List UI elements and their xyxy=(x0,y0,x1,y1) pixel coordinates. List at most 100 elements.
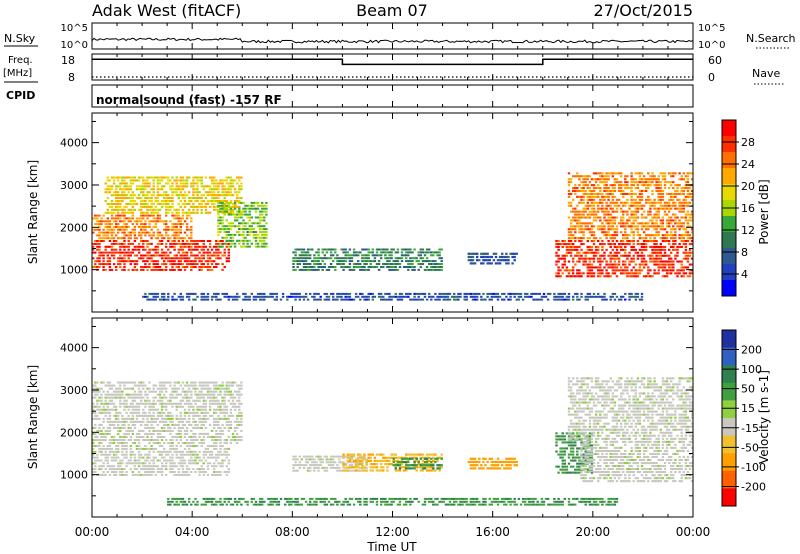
heatmap-cell xyxy=(590,189,594,192)
heatmap-cell xyxy=(142,245,145,248)
heatmap-cell xyxy=(640,228,644,231)
heatmap-cell xyxy=(359,266,362,268)
heatmap-cell xyxy=(119,266,122,268)
heatmap-cell xyxy=(632,240,635,243)
heatmap-cell xyxy=(607,243,610,246)
heatmap-cell xyxy=(133,228,137,231)
heatmap-cell xyxy=(121,237,124,240)
heatmap-cell xyxy=(133,266,137,268)
heatmap-cell xyxy=(225,245,228,248)
heatmap-cell xyxy=(106,197,109,200)
heatmap-cell xyxy=(106,417,109,420)
heatmap-cell xyxy=(131,402,134,405)
heatmap-cell xyxy=(254,295,258,298)
heatmap-cell xyxy=(346,292,349,295)
heatmap-cell xyxy=(119,435,122,438)
heatmap-cell xyxy=(156,217,160,220)
heatmap-cell xyxy=(135,268,139,271)
heatmap-cell xyxy=(188,450,191,453)
heatmap-cell xyxy=(202,200,205,203)
heatmap-cell xyxy=(298,260,301,263)
heatmap-cell xyxy=(140,231,143,234)
heatmap-cell xyxy=(659,254,662,257)
heatmap-cell xyxy=(204,295,208,298)
heatmap-cell xyxy=(367,266,370,268)
heatmap-cell xyxy=(653,175,656,178)
heatmap-cell xyxy=(98,429,101,432)
heatmap-cell xyxy=(204,471,208,473)
heatmap-cell xyxy=(150,459,153,462)
heatmap-cell xyxy=(661,172,665,175)
heatmap-cell xyxy=(601,295,604,298)
heatmap-cell xyxy=(670,231,673,234)
heatmap-cell xyxy=(380,266,383,268)
freq-tick-top: 18 xyxy=(61,54,75,67)
heatmap-cell xyxy=(165,263,168,266)
heatmap-cell xyxy=(373,295,377,298)
heatmap-cell xyxy=(592,292,596,295)
heatmap-cell xyxy=(135,408,139,411)
heatmap-cell xyxy=(407,254,410,257)
heatmap-cell xyxy=(177,417,180,420)
heatmap-cell xyxy=(173,435,176,438)
heatmap-cell xyxy=(354,251,358,254)
heatmap-cell xyxy=(156,411,160,414)
heatmap-cell xyxy=(246,222,249,225)
heatmap-cell xyxy=(620,245,623,248)
heatmap-cell xyxy=(572,260,575,263)
heatmap-cell xyxy=(559,295,562,298)
heatmap-cell xyxy=(578,260,581,263)
heatmap-cell xyxy=(653,272,656,275)
heatmap-cell xyxy=(686,213,690,216)
heatmap-cell xyxy=(624,187,627,190)
heatmap-cell xyxy=(611,192,614,195)
heatmap-cell xyxy=(382,251,385,254)
heatmap-cell xyxy=(217,204,220,207)
heatmap-cell xyxy=(434,260,437,263)
heatmap-cell xyxy=(275,292,278,295)
heatmap-cell xyxy=(110,442,114,445)
heatmap-cell xyxy=(221,205,224,208)
heatmap-cell xyxy=(165,417,168,420)
heatmap-cell xyxy=(144,260,147,263)
heatmap-cell xyxy=(240,176,243,179)
heatmap-cell xyxy=(100,402,103,405)
heatmap-cell xyxy=(185,234,189,237)
heatmap-cell xyxy=(630,228,633,231)
heatmap-cell xyxy=(142,257,145,260)
heatmap-cell xyxy=(569,245,573,248)
heatmap-cell xyxy=(609,263,612,266)
heatmap-cell xyxy=(110,439,114,442)
heatmap-cell xyxy=(450,295,454,298)
heatmap-cell xyxy=(645,198,648,201)
heatmap-cell xyxy=(154,473,157,476)
heatmap-cell xyxy=(175,225,178,228)
heatmap-cell xyxy=(674,195,677,198)
heatmap-cell xyxy=(348,295,352,298)
heatmap-cell xyxy=(682,257,685,260)
heatmap-cell xyxy=(100,237,103,240)
heatmap-cell xyxy=(354,295,358,298)
heatmap-cell xyxy=(665,272,669,275)
heatmap-cell xyxy=(183,245,187,248)
heatmap-cell xyxy=(396,257,400,260)
heatmap-cell xyxy=(127,251,130,254)
heatmap-cell xyxy=(104,200,107,203)
heatmap-cell xyxy=(112,442,116,445)
heatmap-cell xyxy=(102,251,105,254)
heatmap-cell xyxy=(642,266,646,269)
heatmap-cell xyxy=(215,188,218,191)
heatmap-cell xyxy=(215,292,218,295)
heatmap-cell xyxy=(494,262,498,265)
heatmap-cell xyxy=(338,257,341,260)
heatmap-cell xyxy=(242,236,245,239)
heatmap-cell xyxy=(181,248,185,251)
heatmap-cell xyxy=(674,189,677,192)
heatmap-cell xyxy=(580,231,583,234)
heatmap-cell xyxy=(252,201,256,204)
heatmap-cell xyxy=(388,260,391,263)
heatmap-cell xyxy=(357,260,360,263)
heatmap-cell xyxy=(657,263,660,266)
heatmap-cell xyxy=(668,216,671,219)
heatmap-cell xyxy=(217,188,220,191)
